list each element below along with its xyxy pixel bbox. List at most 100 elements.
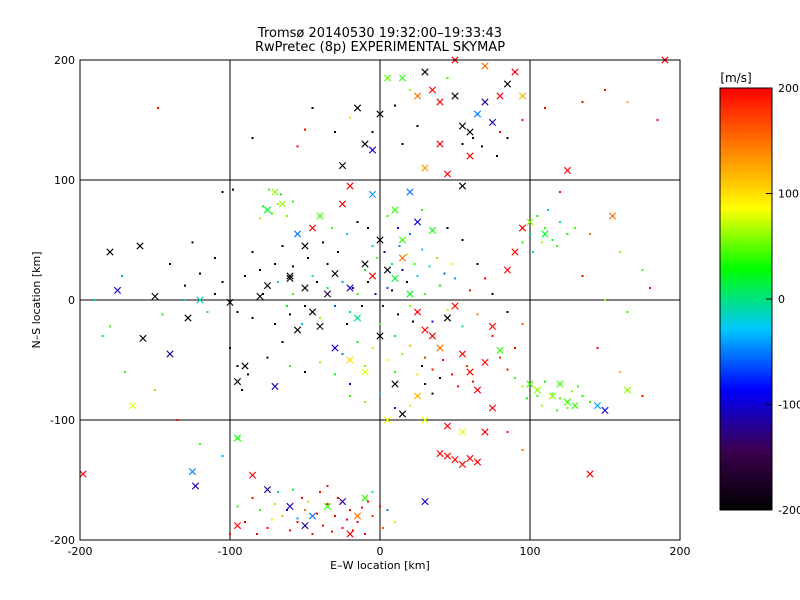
data-point-dot: [499, 356, 501, 359]
data-point-cross: [338, 162, 347, 170]
data-point-dot: [386, 287, 389, 289]
data-point-cross: [466, 454, 474, 462]
data-point-dot: [334, 515, 336, 517]
data-point-dot: [326, 287, 329, 289]
data-point-dot: [443, 272, 446, 275]
data-point-dot: [292, 265, 294, 268]
data-point-dot: [541, 241, 543, 244]
data-point-dot: [416, 125, 419, 127]
x-axis-ticks: -200 -100 0 100 200: [68, 545, 691, 558]
data-point-dot: [413, 263, 416, 265]
data-point-cross: [518, 224, 527, 232]
data-point-cross: [458, 350, 467, 358]
data-point-cross: [353, 104, 362, 112]
data-point-dot: [307, 257, 309, 259]
data-point-dot: [326, 485, 329, 487]
data-point-cross: [451, 456, 459, 464]
data-point-cross: [488, 118, 497, 126]
data-point-cross: [286, 502, 294, 510]
data-point-dot: [374, 293, 377, 295]
data-point-dot: [416, 275, 419, 277]
data-point-dot: [521, 241, 524, 244]
data-point-dot: [626, 311, 629, 313]
data-point-cross: [421, 68, 429, 76]
data-point-dot: [349, 116, 351, 119]
data-point-dot: [356, 341, 359, 343]
data-point-dot: [280, 193, 282, 196]
colorbar-tick-label: 200: [778, 82, 799, 95]
data-point-dot: [424, 293, 426, 295]
data-point-dot: [364, 365, 366, 367]
data-point-dot: [619, 251, 621, 253]
data-point-dot: [544, 227, 546, 229]
data-point-dot: [367, 281, 369, 283]
data-point-dot: [214, 257, 216, 259]
x-tick-label: 200: [670, 545, 691, 558]
data-point-dot: [379, 505, 381, 508]
data-point-dot: [169, 263, 171, 265]
data-point-dot: [161, 313, 164, 316]
data-point-cross: [436, 344, 444, 352]
data-point-cross: [496, 92, 504, 100]
data-point-dot: [286, 305, 288, 307]
data-point-dot: [536, 215, 539, 217]
data-point-dot: [241, 389, 243, 391]
data-point-dot: [439, 284, 441, 287]
x-tick-label: 100: [520, 545, 541, 558]
data-point-dot: [281, 515, 284, 517]
data-point-cross: [308, 512, 317, 520]
data-point-dot: [191, 241, 194, 244]
data-point-cross: [368, 146, 377, 154]
data-point-dot: [184, 299, 186, 301]
data-point-dot: [566, 407, 569, 409]
data-point-dot: [301, 497, 303, 499]
data-point-dot: [428, 265, 431, 268]
data-point-dot: [604, 299, 606, 301]
data-point-dot: [316, 512, 318, 515]
data-point-dot: [371, 347, 374, 349]
data-point-cross: [338, 498, 347, 506]
data-point-cross: [466, 368, 474, 376]
data-point-cross: [361, 494, 369, 502]
data-point-cross: [428, 226, 437, 234]
data-point-dot: [259, 509, 261, 511]
data-point-cross: [383, 416, 392, 424]
colorbar-gradient: [719, 87, 773, 511]
data-point-cross: [503, 80, 512, 88]
data-point-dot: [386, 359, 389, 361]
x-tick-label: -100: [218, 545, 243, 558]
data-point-dot: [461, 143, 464, 145]
data-point-cross: [443, 452, 452, 460]
colorbar-tick-label: 0: [778, 293, 785, 306]
data-point-dot: [379, 323, 381, 325]
data-point-cross: [533, 386, 542, 394]
data-point-cross: [451, 92, 459, 100]
data-point-dot: [307, 500, 309, 503]
data-point-cross: [428, 332, 437, 340]
data-point-dot: [301, 323, 303, 325]
data-point-dot: [412, 320, 414, 323]
data-point-cross: [466, 152, 474, 160]
data-point-cross: [421, 326, 429, 334]
data-point-dot: [431, 320, 434, 323]
data-point-cross: [241, 362, 249, 370]
data-point-cross: [346, 182, 354, 190]
data-point-cross: [361, 260, 369, 268]
data-point-cross: [233, 522, 242, 530]
data-point-dot: [337, 251, 339, 253]
data-point-dot: [322, 524, 324, 527]
data-point-dot: [401, 269, 404, 271]
data-point-cross: [511, 68, 519, 76]
data-point-cross: [398, 74, 407, 82]
data-point-dot: [124, 371, 126, 373]
data-point-dot: [382, 527, 384, 529]
data-point-dot: [383, 251, 386, 253]
data-point-cross: [331, 344, 339, 352]
data-point-cross: [451, 302, 459, 310]
data-point-dot: [289, 529, 291, 532]
y-tick-label: 100: [54, 174, 75, 187]
data-point-dot: [589, 233, 591, 235]
data-point-dot: [421, 209, 423, 211]
data-point-dot: [472, 380, 474, 383]
data-point-dot: [268, 188, 270, 191]
